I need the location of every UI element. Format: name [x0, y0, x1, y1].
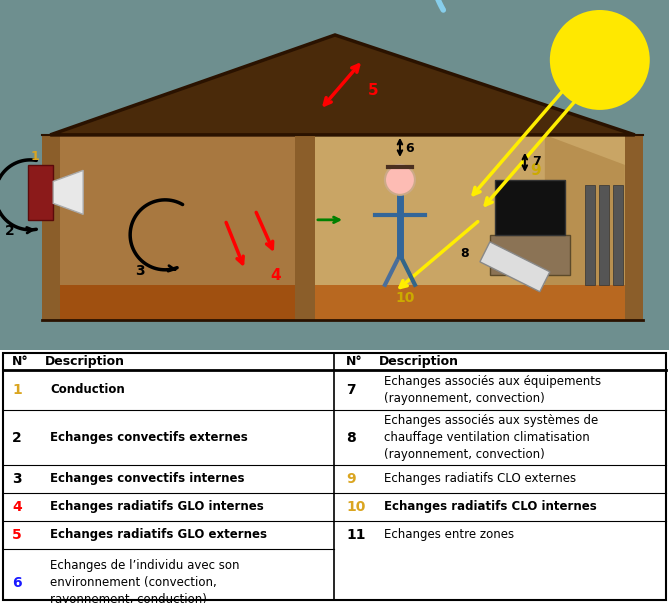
Text: N°: N°: [346, 355, 363, 368]
Circle shape: [550, 10, 650, 110]
Bar: [305, 135, 625, 320]
Bar: [295, 135, 315, 320]
Text: 6: 6: [12, 576, 21, 590]
Text: Echanges associés aux systèmes de
chauffage ventilation climatisation
(rayonneme: Echanges associés aux systèmes de chauff…: [384, 414, 598, 461]
Text: 4: 4: [270, 268, 281, 283]
Text: 1: 1: [12, 383, 22, 397]
Text: 7: 7: [532, 155, 541, 168]
Bar: [625, 135, 643, 320]
Text: 8: 8: [346, 431, 356, 445]
Bar: [613, 185, 623, 285]
Bar: [490, 235, 570, 275]
Bar: [305, 135, 625, 320]
Text: Echanges de l’individu avec son
environnement (convection,
rayonnement, conducti: Echanges de l’individu avec son environn…: [50, 560, 240, 603]
Bar: [42, 135, 60, 320]
Text: Echanges associés aux équipements
(rayonnement, convection): Echanges associés aux équipements (rayon…: [384, 375, 601, 405]
Text: 8: 8: [460, 247, 468, 260]
Text: Echanges radiatifs CLO internes: Echanges radiatifs CLO internes: [384, 500, 597, 513]
Text: 1: 1: [30, 150, 39, 163]
Text: 4: 4: [12, 500, 22, 514]
Bar: [495, 180, 565, 235]
Text: 10: 10: [395, 291, 414, 305]
Bar: [60, 285, 625, 320]
Text: Echanges radiatifs CLO externes: Echanges radiatifs CLO externes: [384, 472, 576, 485]
Text: 5: 5: [368, 83, 379, 98]
Text: Echanges entre zones: Echanges entre zones: [384, 528, 514, 541]
Polygon shape: [545, 135, 625, 320]
Text: Echanges radiatifs GLO externes: Echanges radiatifs GLO externes: [50, 528, 267, 541]
Text: 11: 11: [346, 528, 365, 542]
Text: Echanges radiatifs GLO internes: Echanges radiatifs GLO internes: [50, 500, 264, 513]
Text: 5: 5: [12, 528, 22, 542]
Polygon shape: [50, 35, 635, 135]
Text: 9: 9: [530, 163, 541, 178]
Text: 9: 9: [346, 472, 356, 486]
Bar: [60, 135, 305, 320]
Bar: [28, 165, 54, 220]
Text: 3: 3: [135, 264, 145, 278]
Text: Description: Description: [379, 355, 459, 368]
Text: Conduction: Conduction: [50, 384, 124, 396]
Text: 6: 6: [405, 142, 413, 155]
Bar: [599, 185, 609, 285]
Text: 10: 10: [346, 500, 365, 514]
Text: 2: 2: [12, 431, 22, 445]
Text: 7: 7: [346, 383, 356, 397]
Text: 3: 3: [12, 472, 21, 486]
Text: Echanges convectifs internes: Echanges convectifs internes: [50, 472, 244, 485]
Polygon shape: [54, 171, 83, 214]
Text: 2: 2: [5, 224, 15, 238]
Bar: [60, 285, 305, 320]
Text: Echanges convectifs externes: Echanges convectifs externes: [50, 431, 248, 444]
Text: Description: Description: [45, 355, 125, 368]
Text: N°: N°: [12, 355, 29, 368]
Bar: [585, 185, 595, 285]
Circle shape: [385, 165, 415, 195]
Polygon shape: [480, 242, 550, 292]
